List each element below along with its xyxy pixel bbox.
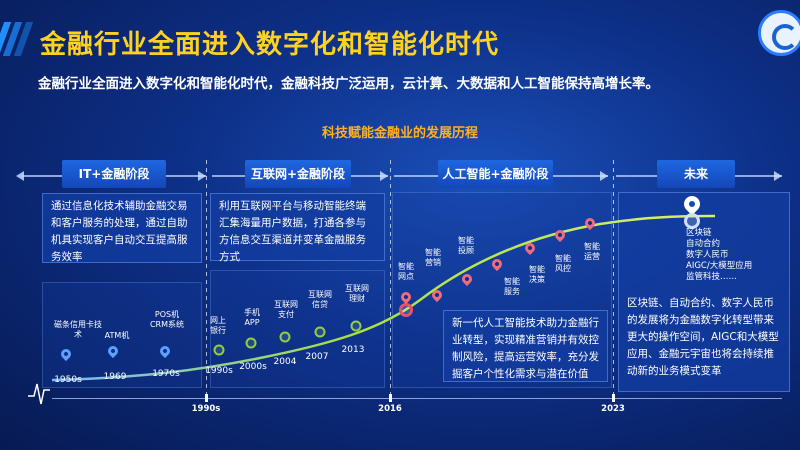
arrow-right-icon [600,171,608,181]
phase-label-ai: 人工智能+金融阶段 [438,160,553,188]
future-tech-list: 区块链 自动合约 数字人民币 AIGC/大模型应用 监管科技…… [686,228,752,283]
future-item: 数字人民币 [686,250,729,260]
milestone-label: 智能运营 [584,242,600,261]
milestone-marker [213,344,225,356]
milestone-label: 网上银行 [210,316,226,335]
future-item: AIGC/大模型应用 [686,261,753,271]
milestone-label: 磁条信用卡技术 [54,320,102,339]
milestone-year: 2007 [305,352,329,362]
axis-year-label: 2016 [378,404,402,414]
arrow-right-icon [198,171,206,181]
page-title: 金融行业全面进入数字化和智能化时代 [40,30,500,60]
section-title: 科技赋能金融业的发展历程 [321,126,478,141]
milestone-year: 1969 [103,372,127,382]
milestone-label: 智能投顾 [458,236,474,255]
divider-2023 [613,160,614,400]
timeline-axis [52,398,782,399]
logo-icon [758,10,800,56]
milestone-label: 智能网点 [398,262,414,281]
axis-year-label: 2023 [601,404,625,414]
phase-desc-internet: 利用互联网平台与移动智能终端汇集海量用户数据，打通各参与方信息交互渠道并变革金融… [210,193,385,263]
milestone-year: 2013 [341,345,365,355]
phase-label-future: 未来 [657,160,735,188]
future-item: 区块链 [686,228,712,238]
milestone-marker [245,337,257,349]
milestone-year: 2000s [239,362,267,372]
future-item: 监管科技…… [686,272,738,282]
arrow-right-icon [380,171,388,181]
axis-tick [389,394,392,402]
phase-label-it: IT+金融阶段 [62,160,166,188]
milestone-marker [399,303,413,317]
page-subtitle: 金融行业全面进入数字化和智能化时代，金融科技广泛运用，云计算、大数据和人工智能保… [38,76,659,92]
phase-desc-it: 通过信息化技术辅助金融交易和客户服务的处理，通过自助机具实现客户自动交互提高服务… [42,193,202,263]
phase-desc-future: 区块链、自动合约、数字人民币的发展将为金融数字化转型带来更大的操作空间，AIGC… [618,192,790,392]
milestone-label: ATM机 [104,331,130,340]
axis-tick [205,394,208,402]
future-item: 自动合约 [686,239,721,249]
milestone-marker [314,326,326,338]
milestone-label: POS机CRM系统 [149,310,185,329]
arrow-left-icon [16,171,24,181]
milestone-marker [350,320,362,332]
milestone-label: 智能服务 [504,277,520,296]
milestone-label: 智能营销 [425,248,441,267]
milestone-year: 1990s [205,366,233,376]
zone-it [42,282,202,388]
milestone-label: 互联网理财 [345,284,369,303]
milestone-label: 互联网信贷 [308,290,332,309]
milestone-marker [279,331,291,343]
divider-1990s [206,160,207,400]
milestone-label: 手机APP [244,308,260,327]
milestone-year: 1970s [152,369,180,379]
milestone-year: 2004 [273,357,297,367]
milestone-label: 互联网支付 [274,300,298,319]
milestone-year: 1950s [54,375,82,385]
arrow-right-icon [774,171,782,181]
milestone-marker [684,213,700,229]
axis-tick [612,394,615,402]
milestone-label: 智能风控 [555,254,571,273]
milestone-label: 智能决策 [529,265,545,284]
phase-desc-ai: 新一代人工智能技术助力金融行业转型，实现精准营销并有效控制风险，提高运营效率，充… [443,310,608,382]
phase-label-internet: 互联网+金融阶段 [245,160,351,188]
divider-2016 [390,160,391,400]
pulse-wave-icon [28,383,50,405]
axis-year-label: 1990s [191,404,221,414]
